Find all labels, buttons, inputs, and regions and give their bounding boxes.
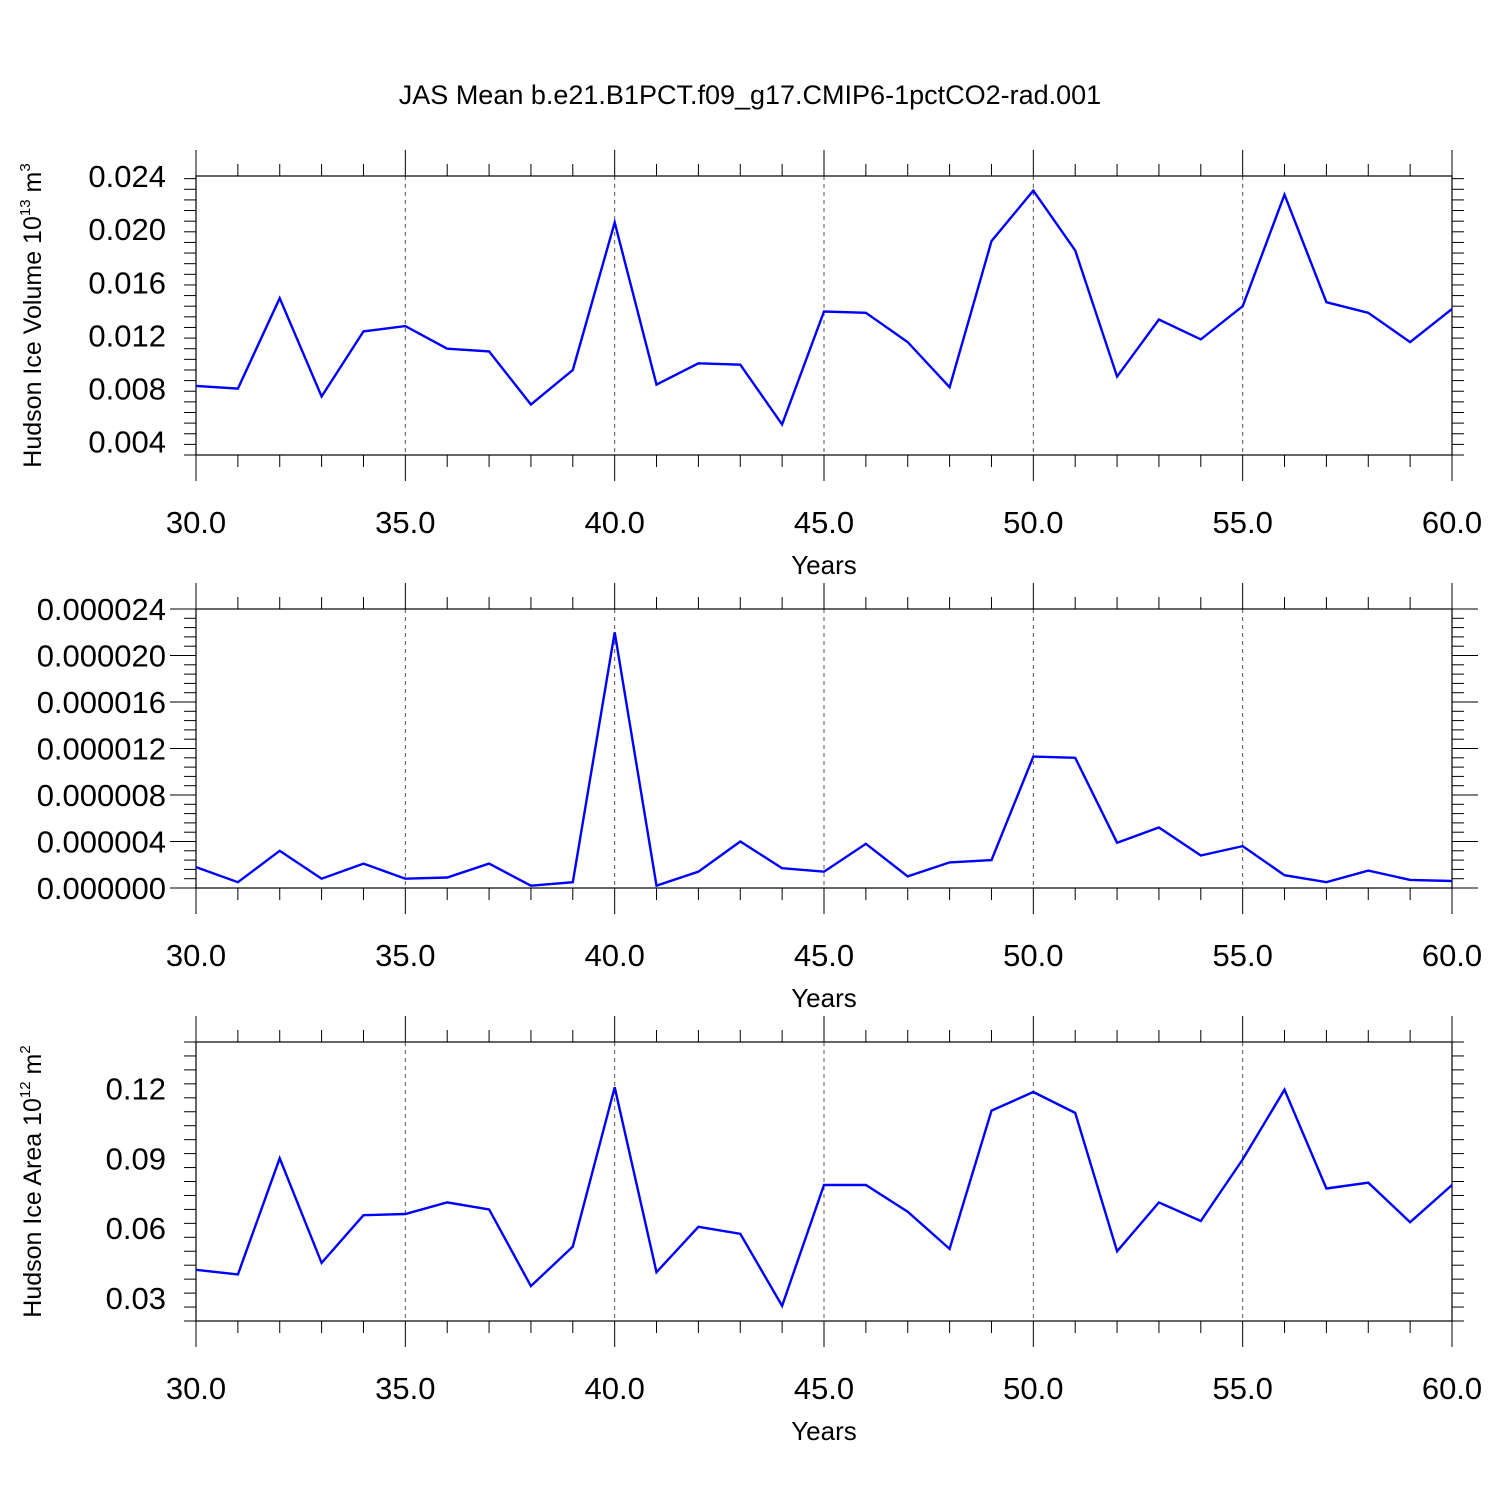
x-tick-label: 60.0 (1422, 505, 1482, 540)
x-tick-label: 30.0 (166, 938, 226, 973)
y-tick-label: 0.000024 (37, 592, 166, 627)
y-tick-label: 0.024 (88, 159, 166, 194)
y-tick-label: 0.012 (88, 318, 166, 353)
y-tick-label: 0.000016 (37, 685, 166, 720)
x-tick-label: 55.0 (1212, 1371, 1272, 1406)
x-tick-label: 30.0 (166, 505, 226, 540)
x-tick-label: 40.0 (584, 938, 644, 973)
x-tick-label: 45.0 (794, 1371, 854, 1406)
y-tick-label: 0.004 (88, 425, 166, 460)
x-tick-label: 50.0 (1003, 1371, 1063, 1406)
y-axis-label-unit-exponent: 3 (17, 163, 34, 171)
y-axis-label-unit-exponent: 2 (17, 1045, 34, 1053)
panel-1: 30.0 35.0 40.0 45.0 50.0 55.0 60.0 Years 0.004 0.… (17, 150, 1482, 580)
x-tick-label: 45.0 (794, 938, 854, 973)
y-tick-label: 0.12 (106, 1072, 166, 1107)
y-tick-label: 0.09 (106, 1141, 166, 1176)
x-tick-label: 35.0 (375, 938, 435, 973)
y-axis-label-unit: m (19, 172, 47, 200)
y-axis-label: Hudson Ice Volume 1013 m3 (17, 163, 47, 467)
panel-3: 30.0 35.0 40.0 45.0 50.0 55.0 60.0 Years 0.03 0.0… (17, 1016, 1482, 1446)
y-tick-label: 0.000008 (37, 778, 166, 813)
y-tick-label: 0.000020 (37, 639, 166, 674)
y-tick-label: 0.008 (88, 372, 166, 407)
x-axis-label: Years (791, 1416, 857, 1446)
y-axis-label-text: Hudson Ice Area 10 (19, 1098, 47, 1318)
x-axis-label: Years (791, 550, 857, 580)
y-tick-label: 0.000004 (37, 825, 166, 860)
series-line (195, 1086, 1453, 1309)
x-tick-label: 60.0 (1422, 1371, 1482, 1406)
y-axis-label-exponent: 12 (17, 1081, 34, 1098)
y-tick-label: 0.016 (88, 265, 166, 300)
y-tick-label: 0.020 (88, 212, 166, 247)
x-tick-label: 50.0 (1003, 938, 1063, 973)
x-tick-label: 30.0 (166, 1371, 226, 1406)
x-tick-label: 40.0 (584, 505, 644, 540)
x-tick-label: 40.0 (584, 1371, 644, 1406)
y-axis-label-unit: m (19, 1054, 47, 1082)
y-tick-label: 0.06 (106, 1211, 166, 1246)
x-tick-label: 35.0 (375, 505, 435, 540)
y-axis-label-text: Hudson Ice Volume 10 (19, 216, 47, 468)
y-tick-label: 0.000000 (37, 871, 166, 906)
y-axis-label-exponent: 13 (17, 199, 34, 216)
panel-2: 30.0 35.0 40.0 45.0 50.0 55.0 60.0 Years 0.00000… (37, 583, 1482, 1013)
y-tick-label: 0.000012 (37, 732, 166, 767)
x-axis-label: Years (791, 983, 857, 1013)
figure-title: JAS Mean b.e21.B1PCT.f09_g17.CMIP6-1pctC… (399, 80, 1101, 110)
series-line (195, 632, 1453, 888)
x-tick-label: 50.0 (1003, 505, 1063, 540)
x-tick-label: 55.0 (1212, 505, 1272, 540)
x-tick-label: 55.0 (1212, 938, 1272, 973)
series-line (195, 188, 1453, 427)
x-tick-label: 45.0 (794, 505, 854, 540)
y-axis-label: Hudson Ice Area 1012 m2 (17, 1045, 47, 1317)
x-tick-label: 60.0 (1422, 938, 1482, 973)
panels: 30.0 35.0 40.0 45.0 50.0 55.0 60.0 Years 0.004 0.… (17, 150, 1482, 1446)
x-tick-label: 35.0 (375, 1371, 435, 1406)
y-tick-label: 0.03 (106, 1281, 166, 1316)
